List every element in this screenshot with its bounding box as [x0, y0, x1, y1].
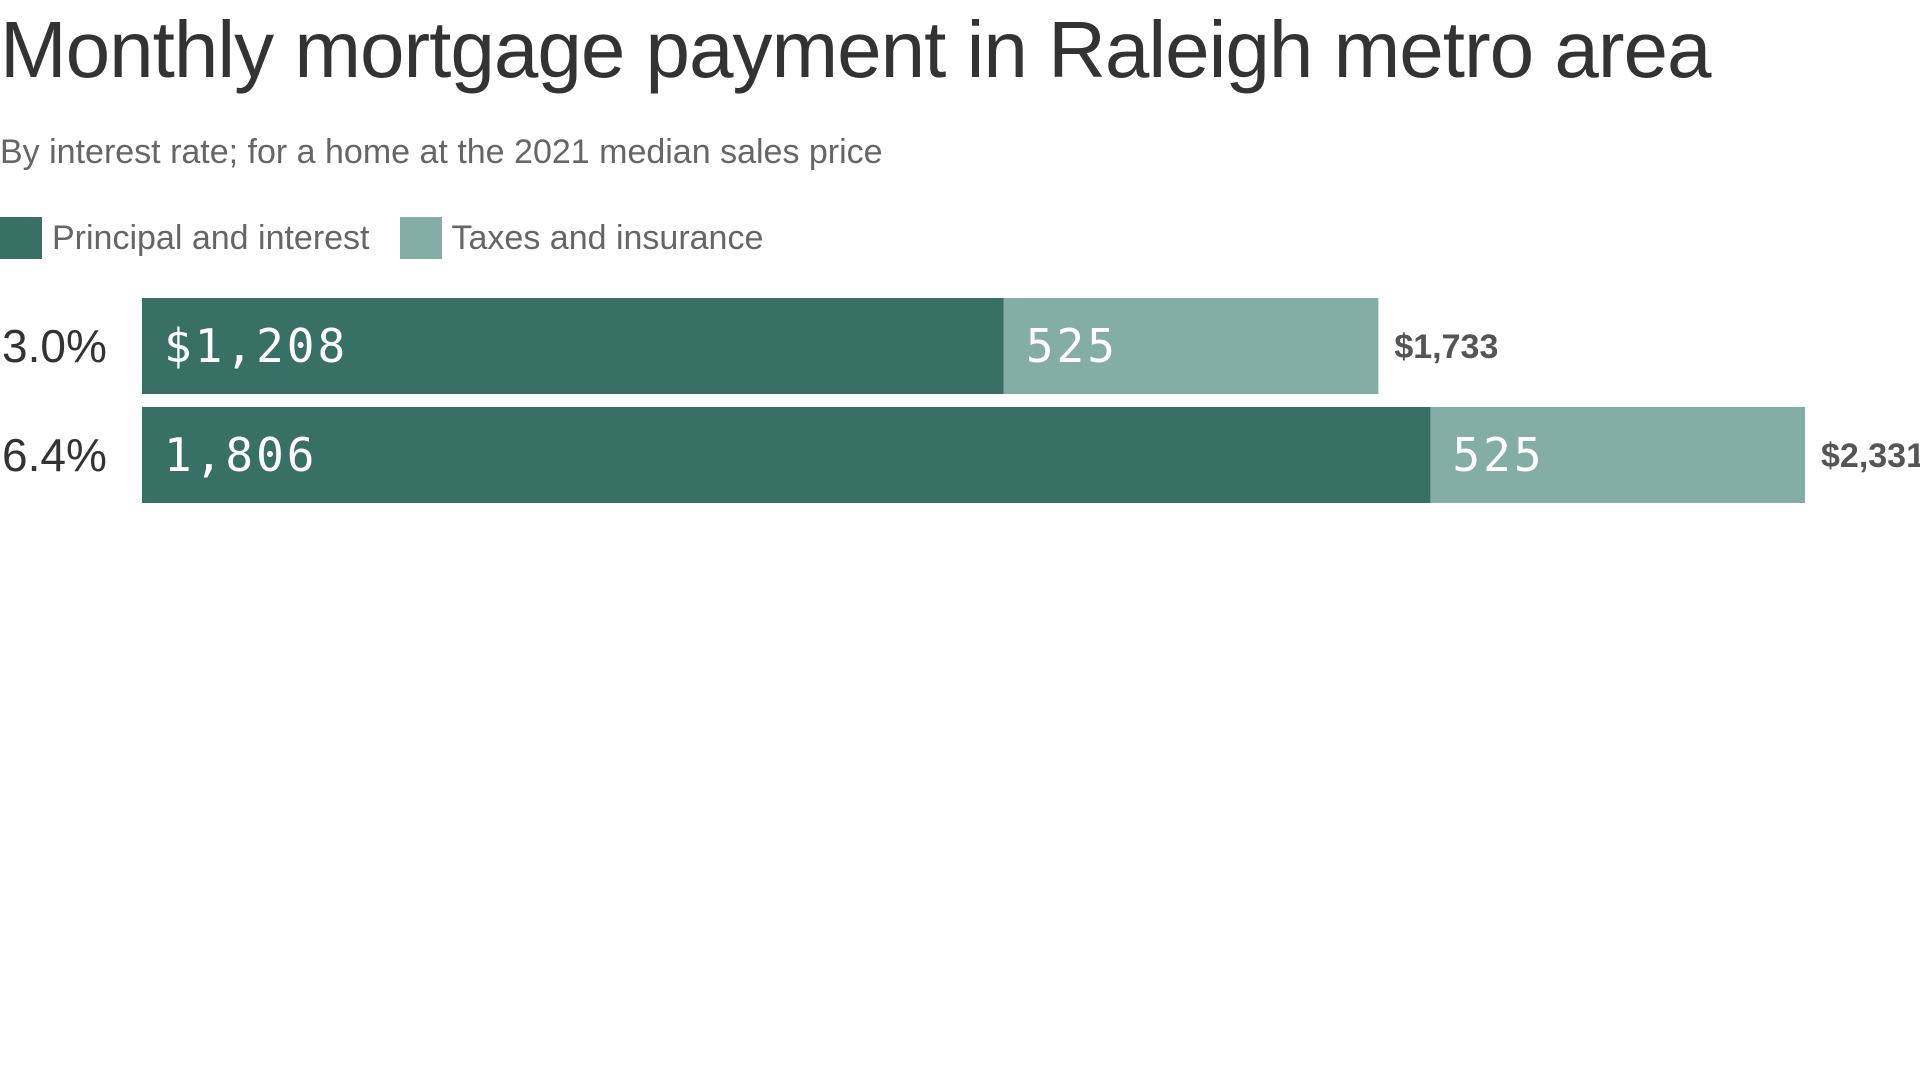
chart-legend: Principal and interest Taxes and insuran…	[0, 216, 793, 260]
legend-item-principal-interest: Principal and interest	[0, 217, 370, 259]
bar-segment-taxes-insurance	[1430, 407, 1805, 503]
legend-swatch-principal-interest	[0, 217, 42, 259]
bar-total-label: $2,331	[1821, 437, 1920, 475]
bar-segment-principal-interest	[142, 298, 1004, 394]
legend-swatch-taxes-insurance	[399, 217, 442, 259]
bar-value-label: 525	[1452, 428, 1544, 482]
chart-title: Monthly mortgage payment in Raleigh metr…	[0, 5, 1711, 94]
bar-value-label: 525	[1026, 319, 1118, 373]
legend-item-taxes-insurance: Taxes and insurance	[399, 217, 764, 259]
rate-label: 6.4%	[2, 429, 107, 481]
bar-value-label: $1,208	[164, 319, 348, 373]
bar-segment-taxes-insurance	[1003, 298, 1379, 394]
legend-label-taxes-insurance: Taxes and insurance	[451, 219, 764, 257]
bar-chart-plot: 3.0% $1,208 525 $1,733 6.4% 1,806 525 $2,331	[2, 298, 1920, 503]
bar-total-label: $1,733	[1394, 328, 1498, 366]
legend-label-principal-interest: Principal and interest	[52, 219, 370, 257]
bar-value-label: 1,806	[164, 428, 317, 482]
chart-subtitle: By interest rate; for a home at the 2021…	[0, 133, 883, 171]
bar-segment-principal-interest	[142, 407, 1431, 503]
rate-label: 3.0%	[2, 320, 107, 372]
